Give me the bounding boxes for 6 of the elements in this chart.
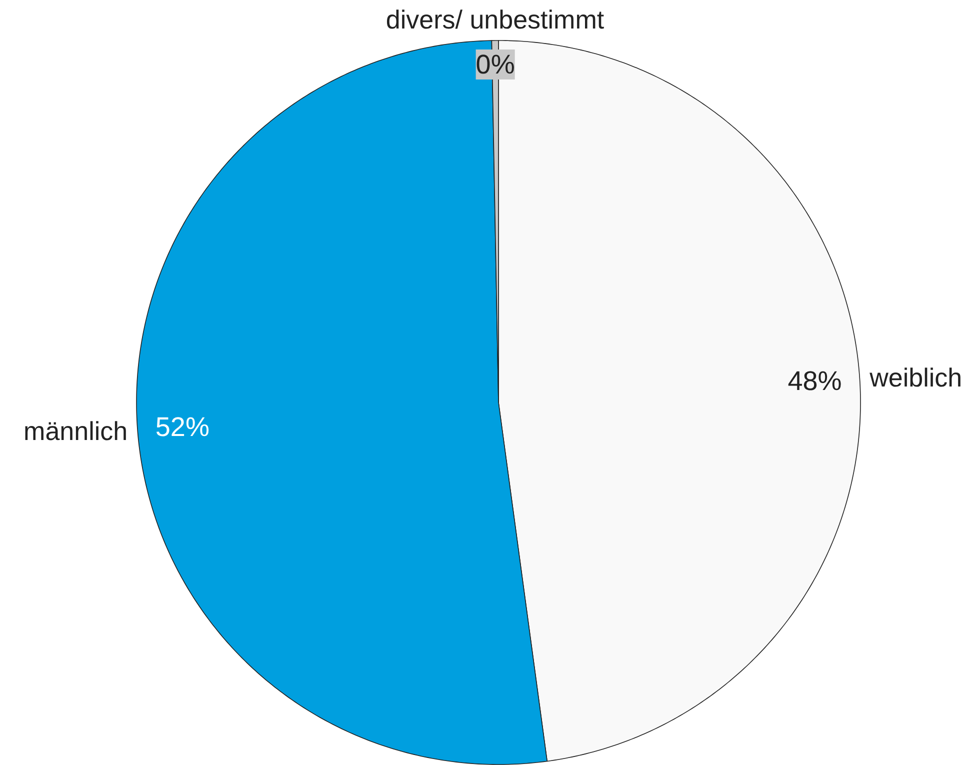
data-label: 0% bbox=[476, 50, 515, 80]
data-label: 48% bbox=[788, 366, 842, 396]
slice-label: weiblich bbox=[868, 362, 962, 392]
slice-label: divers/ unbestimmt bbox=[386, 4, 605, 35]
slice-label: männlich bbox=[24, 416, 128, 446]
data-label: 52% bbox=[155, 412, 210, 442]
